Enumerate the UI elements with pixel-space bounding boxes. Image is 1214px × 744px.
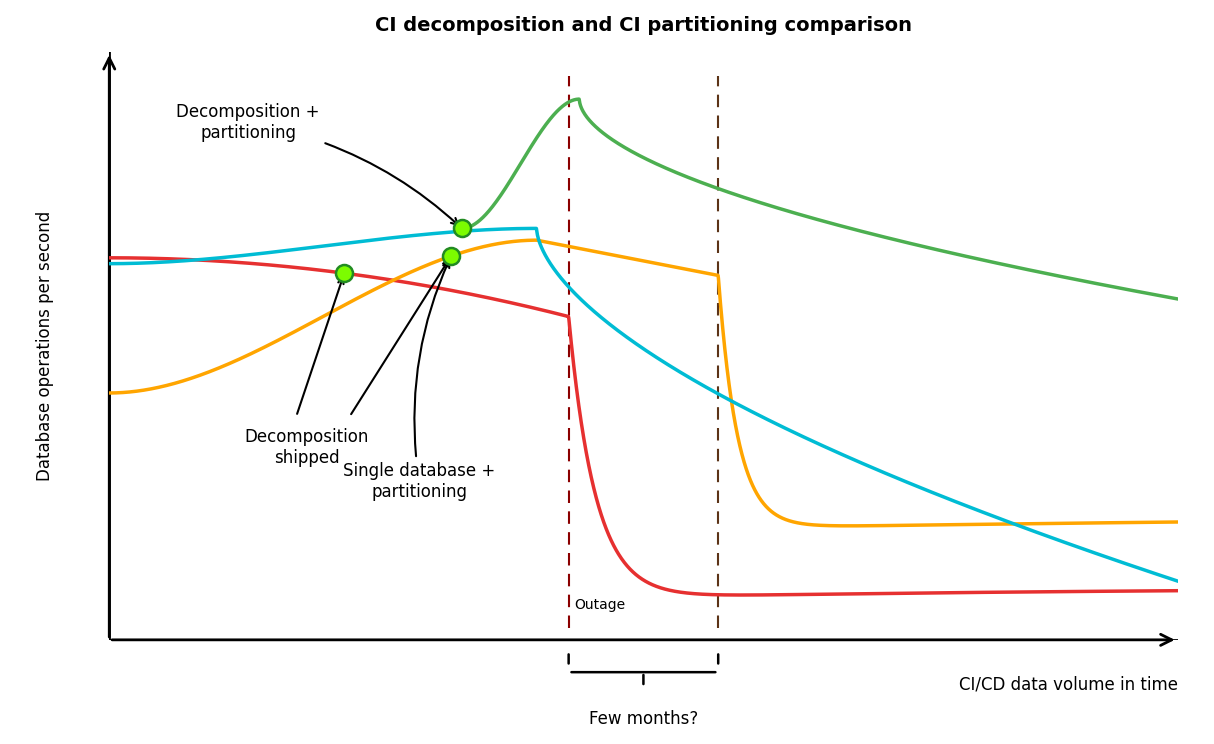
Text: Decomposition +
partitioning: Decomposition + partitioning (176, 103, 458, 225)
Point (335, 267, 354, 279)
Text: Database operations per second: Database operations per second (36, 211, 55, 481)
Text: Single database +
partitioning: Single database + partitioning (342, 260, 495, 501)
Text: CI/CD data volume in time: CI/CD data volume in time (959, 675, 1178, 693)
Text: Few months?: Few months? (589, 711, 698, 728)
Text: Decomposition
shipped: Decomposition shipped (245, 429, 369, 467)
Text: Outage: Outage (574, 597, 625, 612)
Point (452, 222, 471, 234)
Title: CI decomposition and CI partitioning comparison: CI decomposition and CI partitioning com… (375, 16, 912, 35)
Point (442, 250, 461, 262)
